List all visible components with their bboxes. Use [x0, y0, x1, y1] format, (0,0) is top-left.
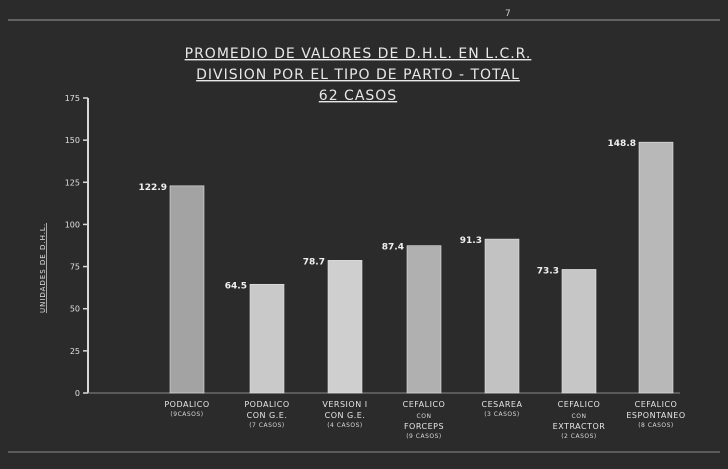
y-tick-label: 125 [65, 178, 80, 187]
bar [249, 283, 285, 394]
chart-title-line-3: 62 CASOS [319, 88, 397, 104]
category-label: PODALICO [164, 400, 209, 409]
category-label: CEFALICO [635, 400, 678, 409]
value-label: 122.9 [139, 183, 167, 193]
category-count-label: (2 CASOS) [561, 433, 597, 440]
category-label: CEFALICO [558, 400, 601, 409]
bar [169, 185, 205, 394]
category-label: CON G.E. [247, 411, 288, 420]
category-label: CON [417, 413, 432, 420]
y-tick-label: 50 [70, 305, 80, 314]
value-label: 73.3 [537, 266, 559, 276]
category-label: CON [572, 413, 587, 420]
bar [561, 269, 597, 394]
bar [638, 141, 674, 394]
value-label: 64.5 [225, 281, 247, 291]
category-label: EXTRACTOR [553, 422, 606, 431]
page-number: 7 [505, 9, 511, 19]
category-labels: PODALICO (9CASOS) PODALICO CON G.E. (7 CASOS… [164, 400, 685, 440]
bar [406, 245, 442, 394]
category-count-label: (3 CASOS) [484, 411, 520, 418]
y-ticks: 0 25 50 75 100 125 150 175 [65, 94, 88, 398]
value-label: 87.4 [382, 243, 404, 253]
bars [169, 141, 674, 394]
category-count-label: (4 CASOS) [327, 422, 363, 429]
y-tick-label: 175 [65, 94, 80, 103]
y-tick-label: 75 [70, 263, 80, 272]
category-label: CEFALICO [403, 400, 446, 409]
category-label: VERSION I [322, 400, 367, 409]
value-label: 148.8 [608, 139, 636, 149]
y-tick-label: 25 [70, 347, 80, 356]
bar [484, 238, 520, 394]
category-count-label: (9 CASOS) [406, 433, 442, 440]
category-label: PODALICO [244, 400, 289, 409]
value-labels: 122.9 64.5 78.7 87.4 91.3 73.3 148.8 [139, 139, 636, 291]
category-label: CON G.E. [325, 411, 366, 420]
category-count-label: (7 CASOS) [249, 422, 285, 429]
y-tick-label: 150 [65, 136, 80, 145]
category-count-label: (8 CASOS) [638, 422, 674, 429]
chart-title-line-2: DIVISION POR EL TIPO DE PARTO - TOTAL [196, 67, 520, 83]
category-label: FORCEPS [404, 422, 444, 431]
y-tick-label: 100 [65, 220, 80, 229]
category-label: CESAREA [482, 400, 523, 409]
value-label: 91.3 [460, 236, 482, 246]
value-label: 78.7 [303, 257, 325, 267]
y-axis-label: UNIDADES DE D.H.L. [39, 223, 47, 313]
chart-title-line-1: PROMEDIO DE VALORES DE D.H.L. EN L.C.R. [185, 46, 532, 62]
y-tick-label: 0 [75, 389, 80, 398]
category-count-label: (9CASOS) [170, 411, 203, 418]
bar [327, 260, 363, 394]
category-label: ESPONTANEO [626, 411, 685, 420]
